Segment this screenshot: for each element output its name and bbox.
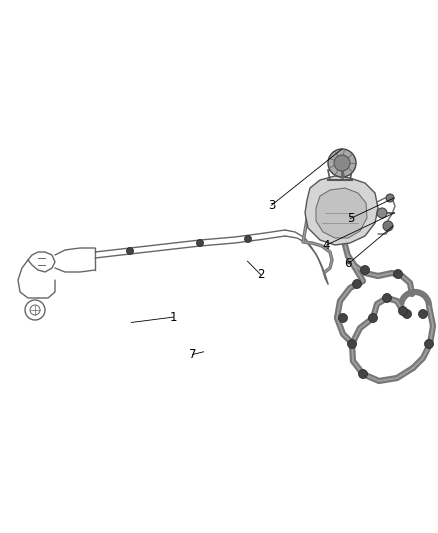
Circle shape xyxy=(339,313,347,322)
Text: 4: 4 xyxy=(322,239,330,252)
Text: 6: 6 xyxy=(344,257,352,270)
Polygon shape xyxy=(305,176,378,245)
Circle shape xyxy=(383,221,393,231)
Text: 3: 3 xyxy=(268,199,275,212)
Circle shape xyxy=(368,313,378,322)
Circle shape xyxy=(377,208,387,218)
Circle shape xyxy=(399,306,407,316)
Circle shape xyxy=(358,369,367,378)
Text: 5: 5 xyxy=(347,212,354,225)
Circle shape xyxy=(360,265,370,274)
Text: 1: 1 xyxy=(169,311,177,324)
Circle shape xyxy=(386,194,394,202)
Polygon shape xyxy=(316,188,367,238)
Circle shape xyxy=(353,279,361,288)
Text: 7: 7 xyxy=(189,348,197,361)
Circle shape xyxy=(127,247,134,254)
Circle shape xyxy=(393,270,403,279)
Circle shape xyxy=(403,310,411,319)
Circle shape xyxy=(197,239,204,246)
Circle shape xyxy=(334,155,350,171)
Circle shape xyxy=(244,236,251,243)
Circle shape xyxy=(418,310,427,319)
Text: 2: 2 xyxy=(257,268,265,281)
Circle shape xyxy=(424,340,434,349)
Circle shape xyxy=(328,149,356,177)
Circle shape xyxy=(382,294,392,303)
Circle shape xyxy=(347,340,357,349)
